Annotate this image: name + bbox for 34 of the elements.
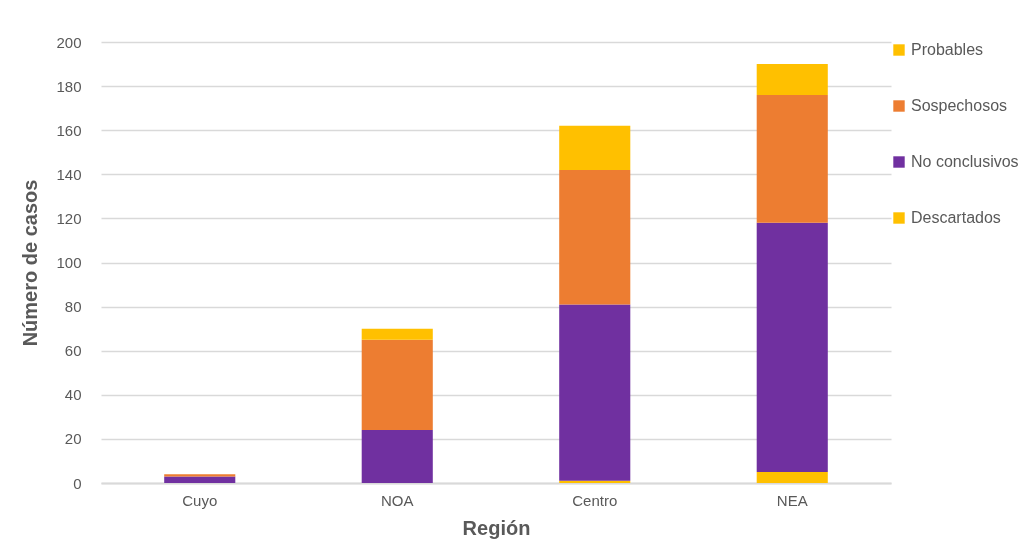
y-tick-label: 140: [56, 165, 82, 183]
bar: [756, 222, 828, 472]
y-tick-label: 40: [64, 386, 82, 404]
legend-label: Descartados: [911, 209, 1001, 226]
y-tick-label: 160: [56, 121, 82, 139]
bar: [361, 430, 433, 483]
x-tick-label: Centro: [572, 491, 618, 509]
bar: [164, 474, 236, 477]
bar: [756, 64, 828, 95]
bar: [756, 94, 828, 223]
y-tick-label: 60: [64, 342, 82, 360]
legend-label: Probables: [911, 41, 984, 58]
bar: [361, 328, 433, 340]
y-tick-label: 120: [56, 209, 82, 227]
legend-label: No conclusivos: [911, 153, 1019, 170]
bar: [559, 480, 631, 483]
y-tick-label: 200: [56, 33, 82, 51]
bar: [559, 125, 631, 170]
x-tick-label: NEA: [776, 491, 808, 509]
bar: [361, 339, 433, 431]
y-tick-label: 100: [56, 254, 82, 271]
y-tick-label: 0: [73, 474, 82, 492]
legend-label: Sospechosos: [911, 97, 1008, 114]
y-tick-label: 180: [56, 77, 82, 95]
x-tick-label: Cuyo: [182, 491, 218, 509]
y-axis-title: Número de casos: [19, 179, 42, 347]
y-tick-label: 80: [64, 298, 82, 316]
x-tick-label: NOA: [380, 491, 414, 509]
bar: [756, 471, 828, 483]
x-axis-title: Región: [462, 516, 531, 539]
y-tick-label: 20: [64, 430, 82, 448]
bar: [164, 476, 236, 483]
bar: [559, 304, 631, 481]
bar: [559, 169, 631, 305]
